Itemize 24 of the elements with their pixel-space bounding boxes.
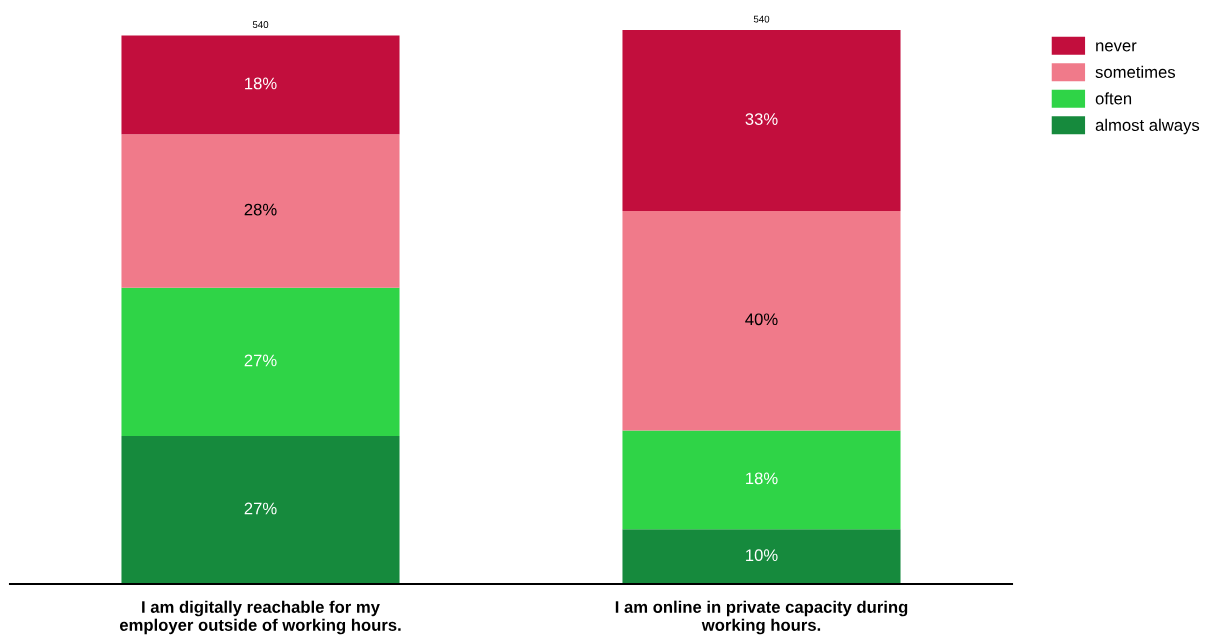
data-label: 10% xyxy=(746,549,778,562)
bar xyxy=(121,435,400,584)
data-label: 18% xyxy=(245,77,277,90)
data-label: 40% xyxy=(745,313,778,326)
data-label: 18% xyxy=(746,472,778,485)
x-tick-label: I am digitally reachable for my employer outside of working hours. xyxy=(119,600,401,635)
bar xyxy=(622,30,901,212)
x-tick-label: I am online in private capacity during working hours. xyxy=(615,600,908,635)
bar xyxy=(121,35,400,135)
data-label: 27% xyxy=(244,502,277,515)
annotation: 540 xyxy=(252,21,269,29)
bar xyxy=(622,430,901,530)
legend-label: sometimes xyxy=(1095,65,1176,78)
annotation: 540 xyxy=(753,15,770,23)
bar xyxy=(121,287,400,436)
legend-label: never xyxy=(1096,42,1137,52)
data-label: 33% xyxy=(745,113,778,125)
bar xyxy=(622,529,901,584)
legend-label: almost always xyxy=(1095,118,1200,135)
data-label: 27% xyxy=(244,354,277,367)
bar xyxy=(121,134,400,288)
legend-label: often xyxy=(1095,92,1132,105)
data-label: 28% xyxy=(244,203,277,216)
bar xyxy=(622,211,901,431)
